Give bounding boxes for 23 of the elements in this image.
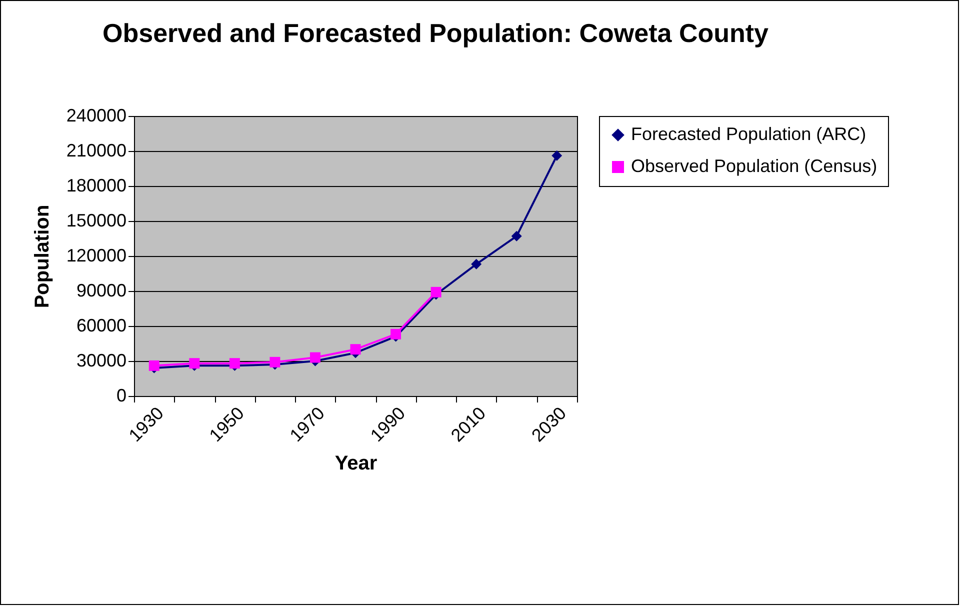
point <box>511 230 522 242</box>
point <box>350 344 361 355</box>
y-tick-label: 180000 <box>66 176 126 196</box>
y-axis-title: Population <box>31 204 54 308</box>
point <box>430 286 442 298</box>
chart-title: Observed and Forecasted Population: Coweta County <box>102 18 770 48</box>
point <box>270 356 280 368</box>
point <box>390 328 402 340</box>
y-tick-label: 30000 <box>76 350 126 370</box>
point <box>552 150 562 161</box>
legend-label: Forecasted Population (ARC) <box>631 124 866 144</box>
point <box>148 360 160 371</box>
legend-label: Observed Population (Census) <box>631 156 878 176</box>
y-tick-label: 90000 <box>76 280 126 300</box>
point <box>310 352 320 363</box>
point <box>471 258 482 270</box>
y-tick-label: 210000 <box>66 140 126 160</box>
y-tick-label: 60000 <box>76 316 126 336</box>
y-tick-label: 0 <box>116 386 126 406</box>
x-axis-title: Year <box>334 452 378 475</box>
y-tick-label: 240000 <box>66 106 126 126</box>
y-tick-label: 120000 <box>66 246 126 266</box>
y-tick-label: 150000 <box>66 210 126 230</box>
